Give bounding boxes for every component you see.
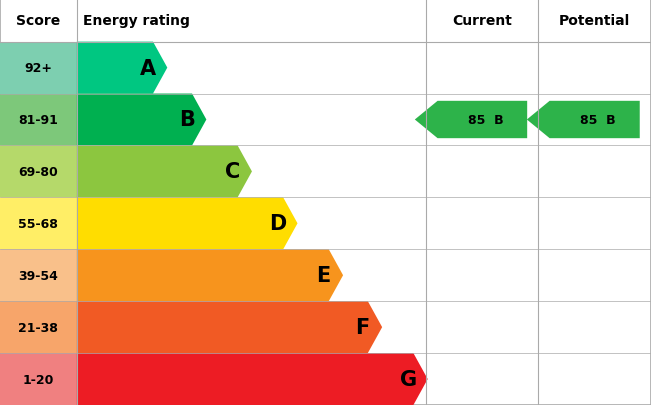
Bar — [0, 146, 77, 198]
Text: 1-20: 1-20 — [23, 373, 54, 386]
Bar — [0, 198, 77, 249]
Text: G: G — [400, 369, 417, 389]
Bar — [0, 249, 77, 301]
Text: Score: Score — [16, 14, 61, 28]
Bar — [0, 94, 77, 146]
Polygon shape — [77, 353, 428, 405]
Text: C: C — [225, 162, 240, 182]
Polygon shape — [415, 102, 527, 139]
Text: 85  B: 85 B — [580, 114, 616, 127]
Text: 55-68: 55-68 — [18, 217, 59, 230]
Bar — [0, 43, 77, 94]
Bar — [0, 353, 77, 405]
Polygon shape — [77, 146, 252, 198]
Text: 85  B: 85 B — [468, 114, 504, 127]
Polygon shape — [527, 102, 640, 139]
Polygon shape — [77, 301, 382, 353]
Text: 21-38: 21-38 — [18, 321, 59, 334]
Polygon shape — [77, 94, 206, 146]
Text: D: D — [270, 214, 286, 234]
Text: E: E — [316, 266, 331, 286]
Text: F: F — [355, 318, 370, 337]
Polygon shape — [77, 198, 298, 249]
Bar — [0, 301, 77, 353]
Text: B: B — [179, 110, 195, 130]
Text: Energy rating: Energy rating — [83, 14, 190, 28]
Text: 39-54: 39-54 — [18, 269, 59, 282]
Polygon shape — [77, 43, 167, 94]
Text: Current: Current — [452, 14, 512, 28]
Text: A: A — [140, 58, 156, 79]
Text: 92+: 92+ — [24, 62, 53, 75]
Polygon shape — [77, 249, 343, 301]
Text: 69-80: 69-80 — [18, 166, 59, 179]
Text: Potential: Potential — [559, 14, 630, 28]
Text: 81-91: 81-91 — [18, 114, 59, 127]
